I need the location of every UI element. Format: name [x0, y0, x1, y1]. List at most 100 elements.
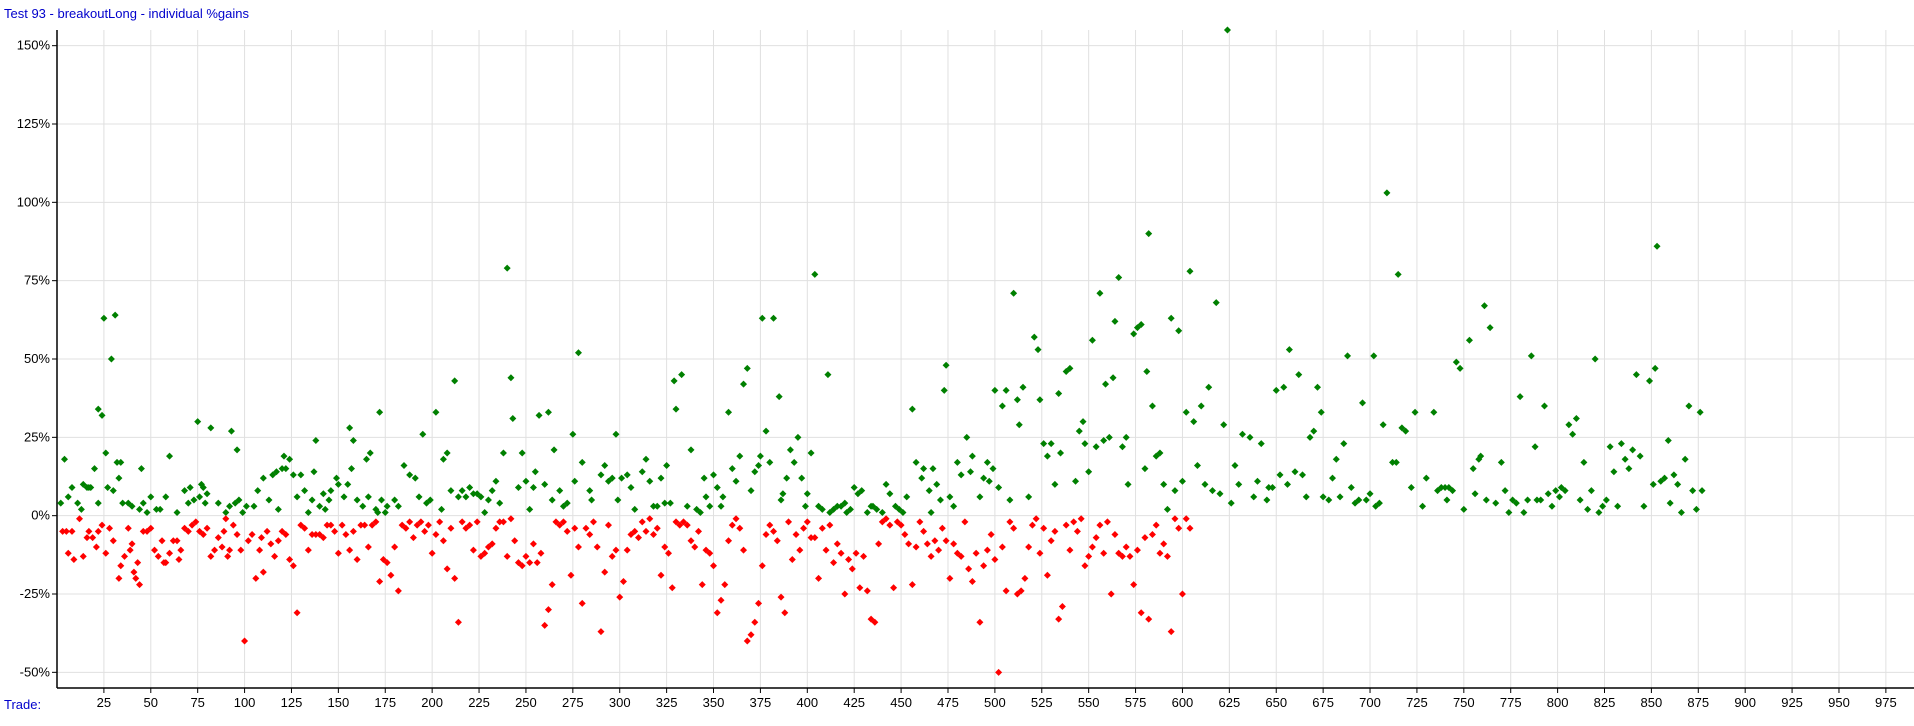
loss-point: [1002, 587, 1010, 595]
gain-point: [233, 446, 241, 454]
loss-point: [304, 546, 312, 554]
loss-point: [286, 556, 294, 564]
gain-point: [818, 505, 826, 513]
loss-point: [548, 581, 556, 589]
x-tick-label: 775: [1500, 695, 1522, 710]
gain-point: [732, 477, 740, 485]
loss-point: [454, 618, 462, 626]
loss-point: [1047, 537, 1055, 545]
gain-point: [316, 502, 324, 510]
gain-point: [638, 468, 646, 476]
loss-point: [62, 527, 70, 535]
loss-point: [166, 549, 174, 557]
x-tick-label: 350: [703, 695, 725, 710]
x-tick-label: 950: [1828, 695, 1850, 710]
x-tick-label: 675: [1312, 695, 1334, 710]
loss-point: [115, 574, 123, 582]
loss-point: [845, 556, 853, 564]
loss-point: [151, 546, 159, 554]
gain-point: [666, 499, 674, 507]
gain-point: [68, 483, 76, 491]
loss-point: [1171, 515, 1179, 523]
gain-point: [608, 474, 616, 482]
gain-point: [1141, 465, 1149, 473]
gain-point: [1419, 502, 1427, 510]
gain-point: [702, 493, 710, 501]
loss-point: [830, 559, 838, 567]
gain-point: [798, 474, 806, 482]
gain-point: [569, 430, 577, 438]
loss-point: [102, 549, 110, 557]
loss-point: [121, 552, 129, 560]
loss-point: [762, 530, 770, 538]
loss-point: [571, 524, 579, 532]
gain-point: [1220, 421, 1228, 429]
gain-point: [1291, 468, 1299, 476]
gain-point: [1092, 443, 1100, 451]
gain-point: [226, 502, 234, 510]
gain-point: [1066, 364, 1074, 372]
loss-point: [1010, 524, 1018, 532]
gain-point: [1102, 380, 1110, 388]
gain-point: [899, 509, 907, 517]
x-tick-label: 525: [1031, 695, 1053, 710]
gain-point: [790, 458, 798, 466]
gain-point: [1640, 502, 1648, 510]
gain-point: [156, 505, 164, 513]
loss-point: [154, 552, 162, 560]
gain-point: [1540, 402, 1548, 410]
loss-point: [383, 559, 391, 567]
gain-point: [139, 499, 147, 507]
loss-point: [818, 524, 826, 532]
loss-point: [394, 587, 402, 595]
x-tick-label: 100: [234, 695, 256, 710]
gain-point: [1137, 321, 1145, 329]
gain-point: [1272, 386, 1280, 394]
loss-point: [1055, 615, 1063, 623]
loss-point: [1148, 530, 1156, 538]
x-tick-label: 250: [515, 695, 537, 710]
loss-point: [871, 618, 879, 626]
gain-point: [531, 468, 539, 476]
loss-point: [886, 521, 894, 529]
loss-point: [582, 524, 590, 532]
loss-point: [256, 546, 264, 554]
loss-point: [980, 562, 988, 570]
loss-point: [796, 546, 804, 554]
gain-point: [383, 502, 391, 510]
gain-point: [77, 505, 85, 513]
gain-point: [614, 496, 622, 504]
gain-point: [612, 430, 620, 438]
gain-point: [143, 509, 151, 517]
loss-point: [983, 546, 991, 554]
loss-point: [289, 562, 297, 570]
y-tick-label: 125%: [17, 116, 51, 131]
loss-point: [897, 521, 905, 529]
loss-point: [518, 562, 526, 570]
gain-point: [1501, 487, 1509, 495]
gain-point: [488, 487, 496, 495]
gain-point: [74, 499, 82, 507]
gain-point: [936, 496, 944, 504]
loss-point: [664, 549, 672, 557]
loss-point: [301, 524, 309, 532]
loss-point: [76, 515, 84, 523]
gain-point: [1186, 267, 1194, 275]
loss-point: [1088, 543, 1096, 551]
loss-point: [920, 527, 928, 535]
gain-point: [499, 449, 507, 457]
gain-point: [556, 487, 564, 495]
loss-point: [706, 549, 714, 557]
gain-point: [1223, 26, 1231, 34]
gain-point: [137, 465, 145, 473]
loss-point: [961, 518, 969, 526]
loss-point: [94, 527, 102, 535]
gain-point: [484, 496, 492, 504]
gain-point: [1591, 355, 1599, 363]
gain-point: [319, 490, 327, 498]
loss-point: [589, 518, 597, 526]
loss-point: [740, 546, 748, 554]
loss-point: [1107, 590, 1115, 598]
gain-point: [811, 270, 819, 278]
loss-point: [233, 530, 241, 538]
